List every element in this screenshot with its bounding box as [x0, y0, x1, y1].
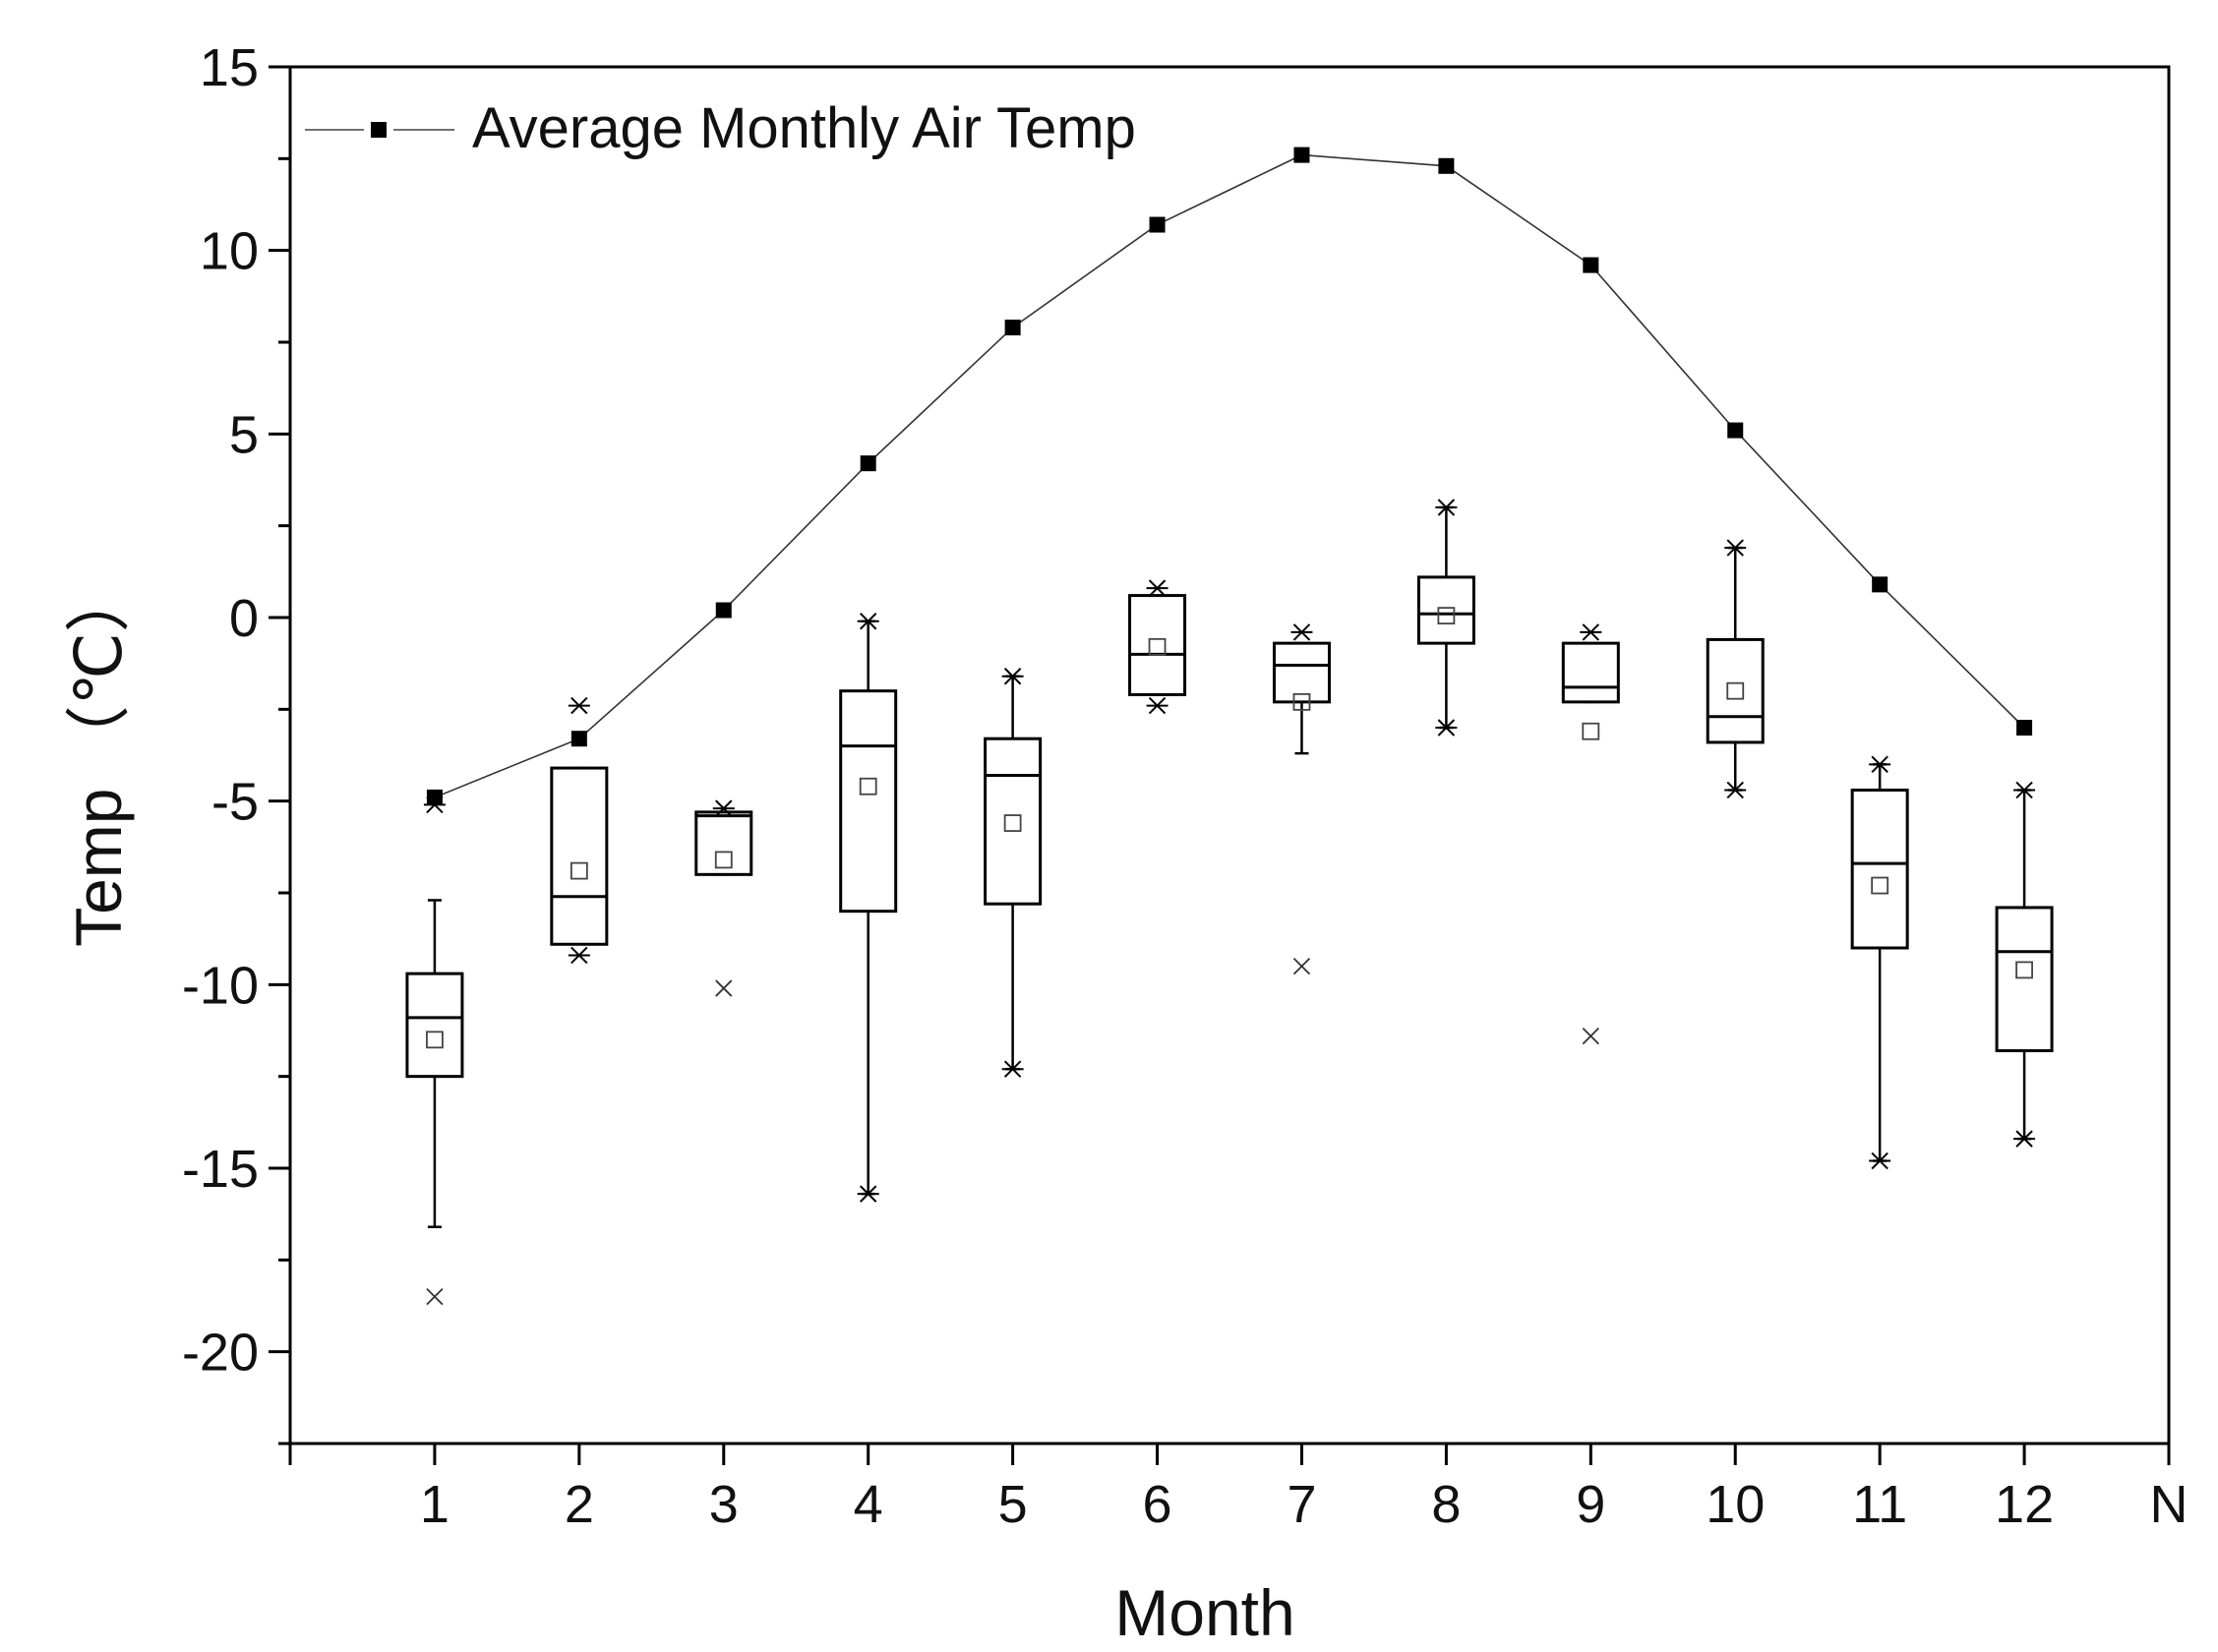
- series-point: [1872, 576, 1888, 593]
- outlier-marker-stroke-b: [1582, 1027, 1599, 1045]
- box-mean-marker: [1437, 607, 1456, 625]
- plot-frame: [288, 65, 2171, 1446]
- box-month-7: [1272, 623, 1331, 975]
- box-month-8: [1416, 499, 1475, 737]
- box-mean-marker: [1148, 637, 1167, 656]
- series-point: [1293, 147, 1310, 163]
- series-point: [1583, 257, 1599, 273]
- box-iqr: [1995, 906, 2054, 1053]
- y-tick-label: 15: [200, 38, 259, 97]
- x-tick-label: 4: [854, 1475, 883, 1534]
- box-iqr: [1416, 575, 1475, 645]
- box-month-11: [1850, 755, 1909, 1170]
- box-month-1: [405, 796, 464, 1306]
- box-mean-marker: [1582, 722, 1600, 740]
- x-axis-title: Month: [1114, 1576, 1294, 1649]
- box-mean-marker: [1003, 814, 1022, 832]
- series-point: [2016, 720, 2033, 736]
- x-tick-label: 3: [709, 1475, 739, 1534]
- x-axis: 1 2 3 4 5 6 7 8 9 10 11 12 N: [288, 1444, 2188, 1534]
- box-month-5: [984, 668, 1043, 1078]
- box-iqr: [1706, 637, 1765, 744]
- box-mean-marker: [1292, 692, 1311, 711]
- box-iqr: [1272, 641, 1331, 704]
- y-axis: 15 10 5 0 -5 -10 -15 -20: [182, 38, 290, 1446]
- x-tick-label: 8: [1431, 1475, 1461, 1534]
- legend: Average Monthly Air Temp: [305, 96, 1136, 160]
- x-tick-label: 1: [420, 1475, 450, 1534]
- x-tick-label: 9: [1576, 1475, 1605, 1534]
- box-mean-marker: [714, 851, 733, 869]
- box-mean-marker: [2015, 961, 2033, 979]
- box-iqr: [1850, 788, 1909, 950]
- y-tick-label: 10: [200, 222, 259, 281]
- outlier-marker-stroke-b: [715, 979, 733, 997]
- box-month-12: [1995, 781, 2054, 1148]
- box-month-3: [694, 799, 753, 997]
- x-tick-label: 6: [1143, 1475, 1172, 1534]
- box-iqr: [550, 766, 609, 946]
- y-tick-label: 5: [229, 405, 259, 464]
- box-month-6: [1128, 579, 1187, 715]
- series-point: [1004, 320, 1021, 336]
- y-axis-title: Temp （℃）: [62, 567, 135, 947]
- boxes: [405, 499, 2054, 1306]
- box-mean-marker: [1871, 876, 1889, 895]
- box-iqr: [984, 737, 1043, 906]
- series-line: [434, 153, 2025, 798]
- box-iqr: [1128, 594, 1187, 696]
- box-iqr: [405, 972, 464, 1079]
- y-tick-label: -5: [211, 773, 259, 832]
- series-point: [1149, 216, 1166, 233]
- x-tick-label: 10: [1706, 1475, 1765, 1534]
- box-mean-marker: [569, 861, 588, 880]
- line-series: [426, 147, 2033, 805]
- outlier-marker-stroke-b: [1292, 958, 1311, 975]
- x-tick-label: 5: [998, 1475, 1028, 1534]
- x-tick-label: 12: [1995, 1475, 2054, 1534]
- box-iqr: [694, 810, 753, 876]
- legend-label: Average Monthly Air Temp: [472, 96, 1136, 160]
- y-tick-label: -20: [182, 1324, 259, 1383]
- box-month-4: [839, 613, 898, 1203]
- x-tick-label: 7: [1287, 1475, 1316, 1534]
- x-tick-label: 11: [1852, 1475, 1907, 1534]
- box-mean-marker: [1726, 681, 1745, 700]
- outlier-marker-stroke-b: [426, 1288, 444, 1306]
- series-point: [1438, 157, 1455, 174]
- box-mean-marker: [859, 777, 877, 796]
- y-tick-label: -15: [182, 1140, 259, 1199]
- series-point: [426, 789, 443, 805]
- x-tick-label: 2: [565, 1475, 594, 1534]
- legend-marker: [371, 122, 387, 138]
- box-month-9: [1561, 623, 1620, 1045]
- series-point: [715, 602, 732, 619]
- box-month-10: [1706, 539, 1765, 799]
- series-point: [860, 455, 876, 472]
- box-iqr: [839, 689, 898, 914]
- series-point: [570, 731, 587, 747]
- series-point: [1727, 422, 1744, 439]
- x-tick-label-n: N: [2150, 1475, 2188, 1534]
- y-tick-label: -10: [182, 956, 259, 1015]
- box-mean-marker: [426, 1031, 444, 1049]
- box-month-2: [550, 696, 609, 965]
- y-tick-label: 0: [229, 589, 259, 648]
- box-iqr: [1561, 641, 1620, 704]
